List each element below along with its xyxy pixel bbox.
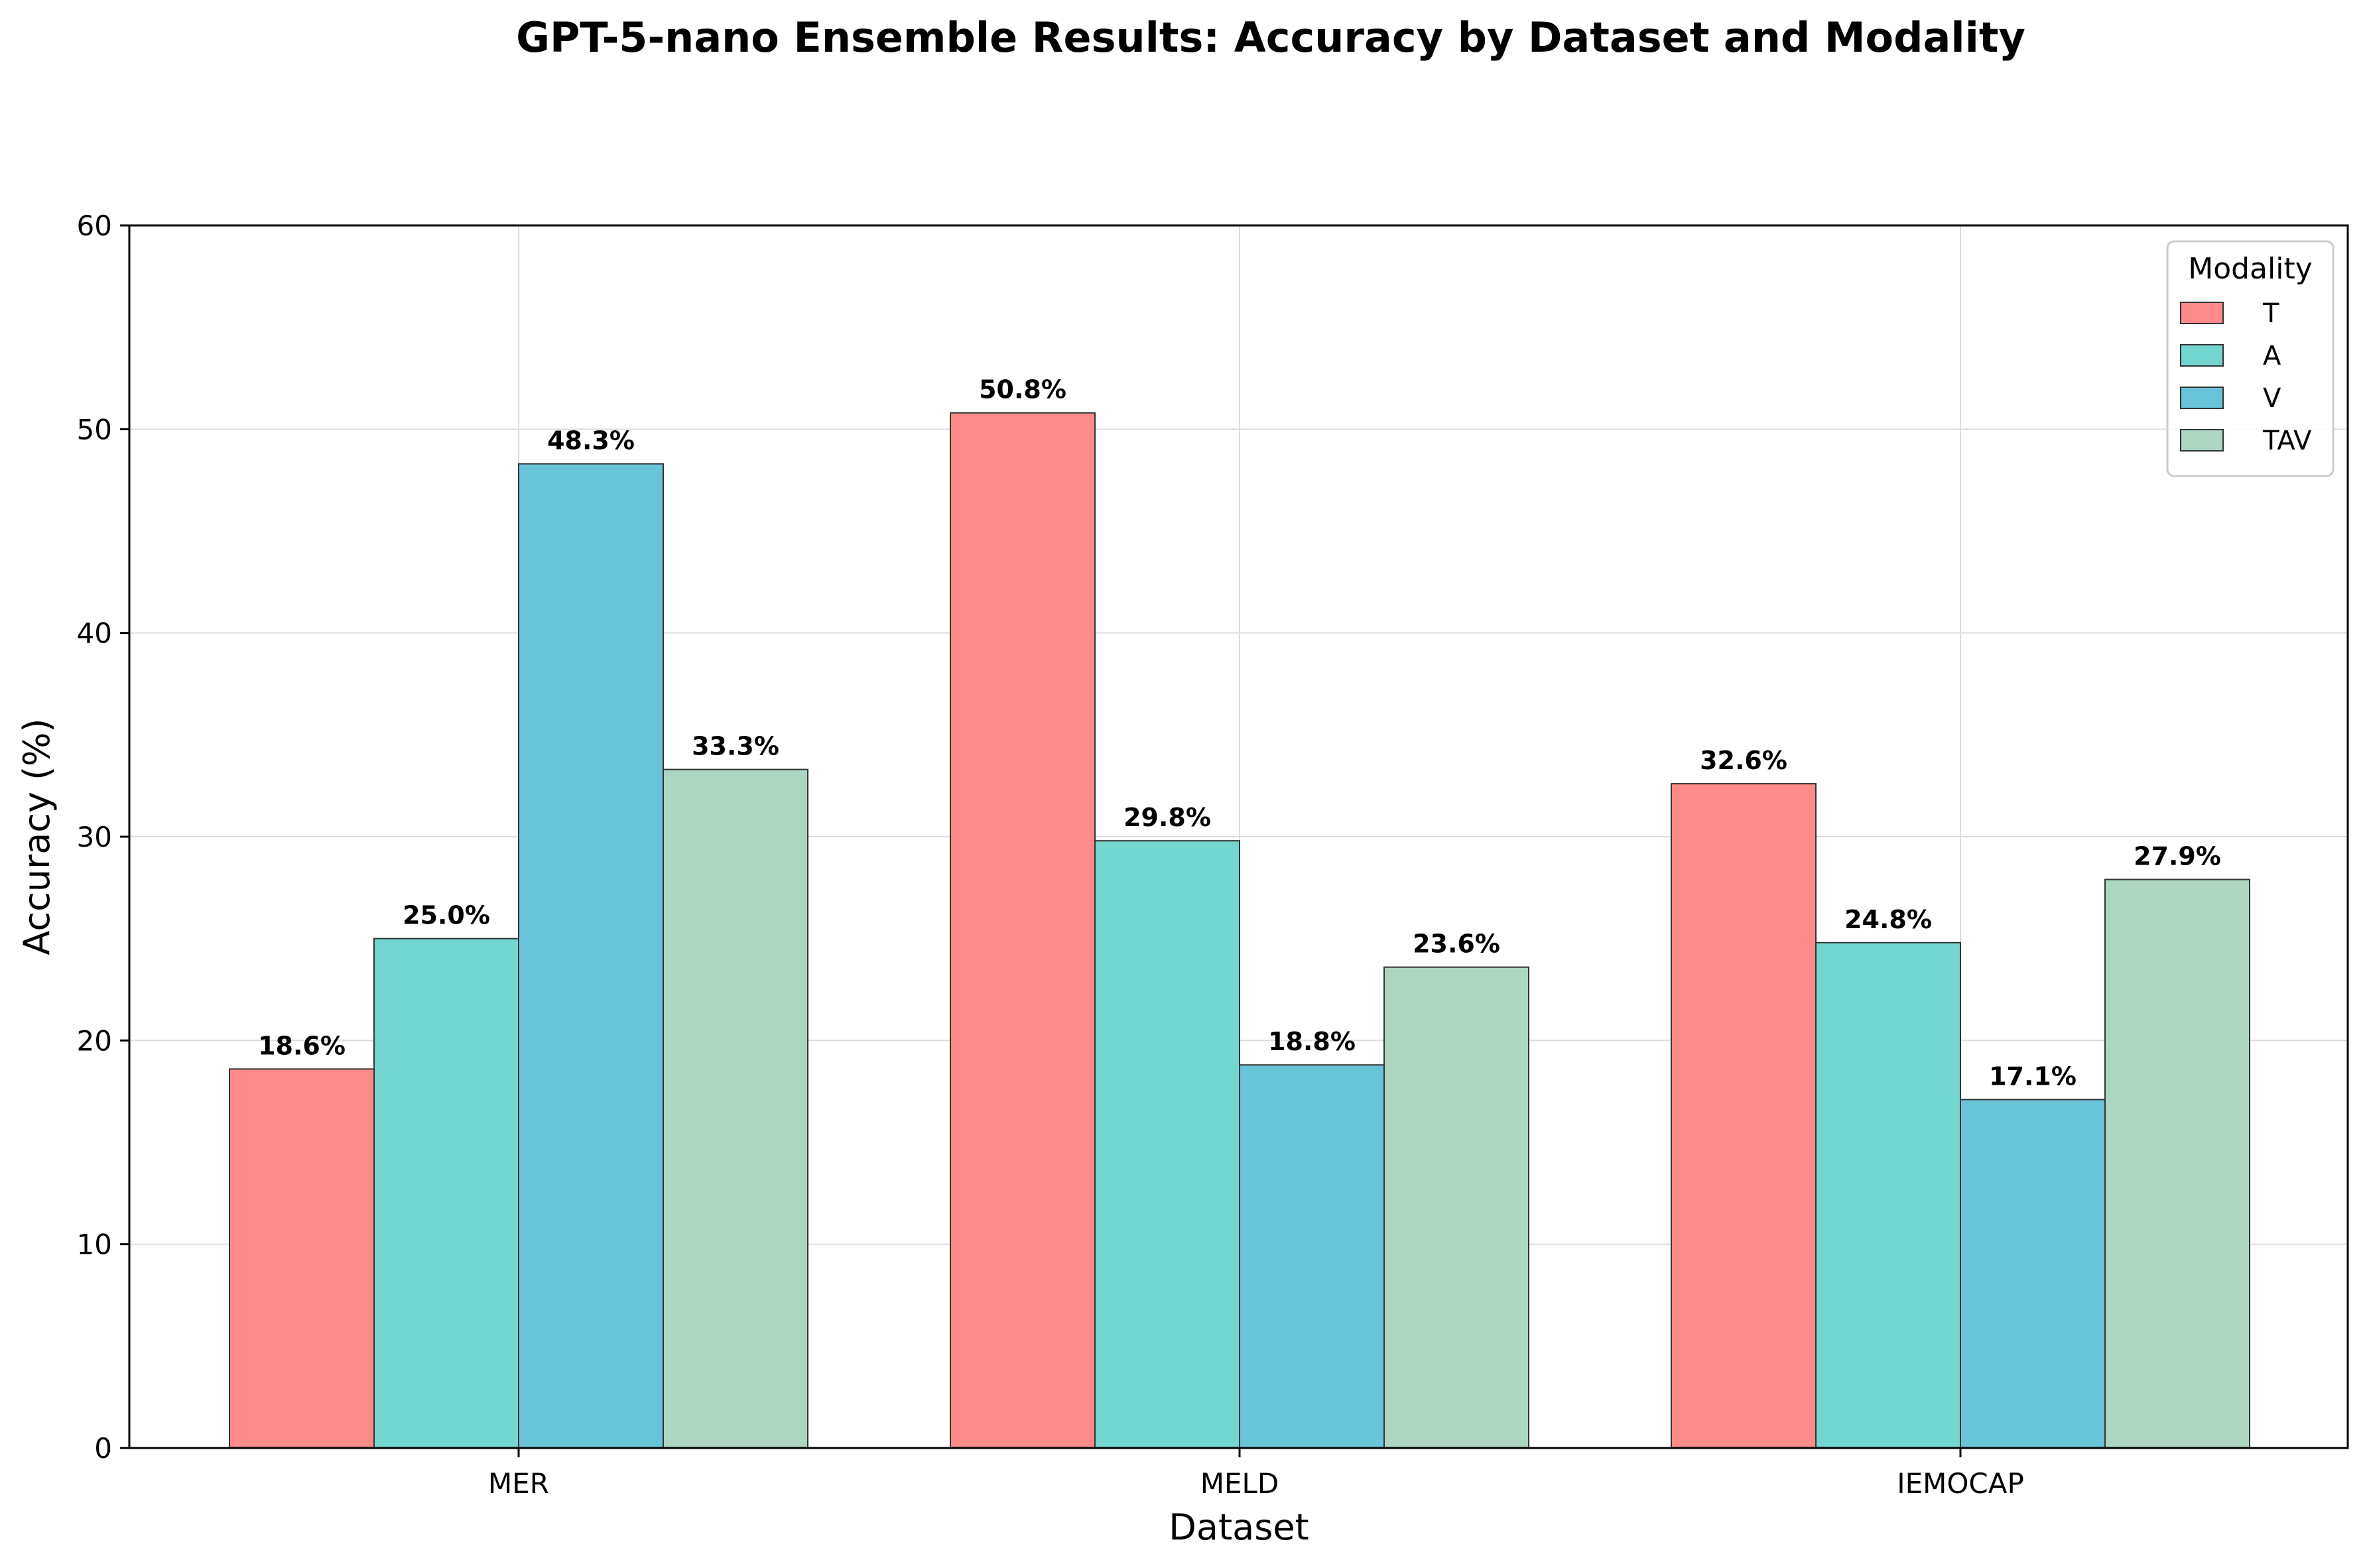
- y-tick-label: 60: [77, 210, 112, 242]
- bar-t-meld: [950, 412, 1096, 1449]
- data-label: 32.6%: [1700, 746, 1787, 775]
- bar-a-mer: [373, 937, 519, 1449]
- data-label: 25.0%: [403, 901, 490, 930]
- y-tick-label: 50: [77, 413, 112, 446]
- data-label: 33.3%: [692, 732, 779, 761]
- data-label: 27.9%: [2134, 842, 2221, 871]
- legend-box: [2166, 240, 2335, 477]
- data-label: 17.1%: [1989, 1061, 2077, 1091]
- x-tick-label: IEMOCAP: [1897, 1467, 2024, 1500]
- bar-t-iemocap: [1671, 783, 1817, 1449]
- bar-t-mer: [229, 1068, 375, 1449]
- bar-v-meld: [1239, 1064, 1385, 1449]
- data-label: 23.6%: [1413, 930, 1500, 959]
- legend-label-t: T: [2262, 298, 2279, 329]
- y-tick-label: 30: [77, 821, 112, 853]
- bar-a-iemocap: [1815, 941, 1961, 1449]
- legend-label-tav: TAV: [2262, 426, 2312, 456]
- bars: [229, 412, 2250, 1449]
- y-axis: 0 10 20 30 40 50 60: [77, 210, 129, 1465]
- x-tick-label: MELD: [1200, 1467, 1279, 1500]
- y-tick-label: 10: [77, 1229, 112, 1261]
- data-labels: 18.6% 50.8% 32.6% 25.0% 29.8% 24.8% 48.3% 18.8%…: [258, 375, 2221, 1091]
- data-label: 24.8%: [1844, 905, 1932, 934]
- y-axis-label: Accuracy (%): [16, 718, 58, 955]
- legend-title: Modality: [2188, 252, 2313, 286]
- chart-title: GPT-5-nano Ensemble Results: Accuracy by…: [516, 13, 2025, 62]
- legend-swatch-t: [2180, 302, 2224, 324]
- y-tick-label: 40: [77, 617, 112, 650]
- data-label: 18.6%: [258, 1031, 346, 1060]
- data-label: 29.8%: [1123, 803, 1211, 832]
- x-axis: MER MELD IEMOCAP: [488, 1448, 2024, 1500]
- bar-tav-meld: [1383, 966, 1529, 1449]
- legend-label-v: V: [2263, 383, 2281, 414]
- legend-swatch-a: [2180, 344, 2224, 367]
- legend-label-a: A: [2263, 341, 2281, 371]
- bar-v-iemocap: [1960, 1099, 2106, 1449]
- y-tick-label: 20: [77, 1024, 112, 1057]
- legend-items: TAV TAV: [2180, 298, 2312, 456]
- data-label: 18.8%: [1268, 1027, 1356, 1056]
- legend-swatch-tav: [2180, 429, 2224, 452]
- bar-v-mer: [518, 463, 664, 1449]
- legend-swatch-v: [2180, 387, 2224, 409]
- legend: Modality TAV TAV: [2166, 240, 2335, 477]
- bar-tav-mer: [663, 768, 808, 1449]
- bar-a-meld: [1094, 840, 1240, 1449]
- bar-tav-iemocap: [2104, 878, 2250, 1449]
- x-tick-label: MER: [488, 1467, 549, 1500]
- data-label: 50.8%: [979, 375, 1066, 404]
- x-axis-label: Dataset: [1169, 1506, 1309, 1548]
- y-tick-label: 0: [94, 1432, 112, 1465]
- data-label: 48.3%: [547, 426, 635, 455]
